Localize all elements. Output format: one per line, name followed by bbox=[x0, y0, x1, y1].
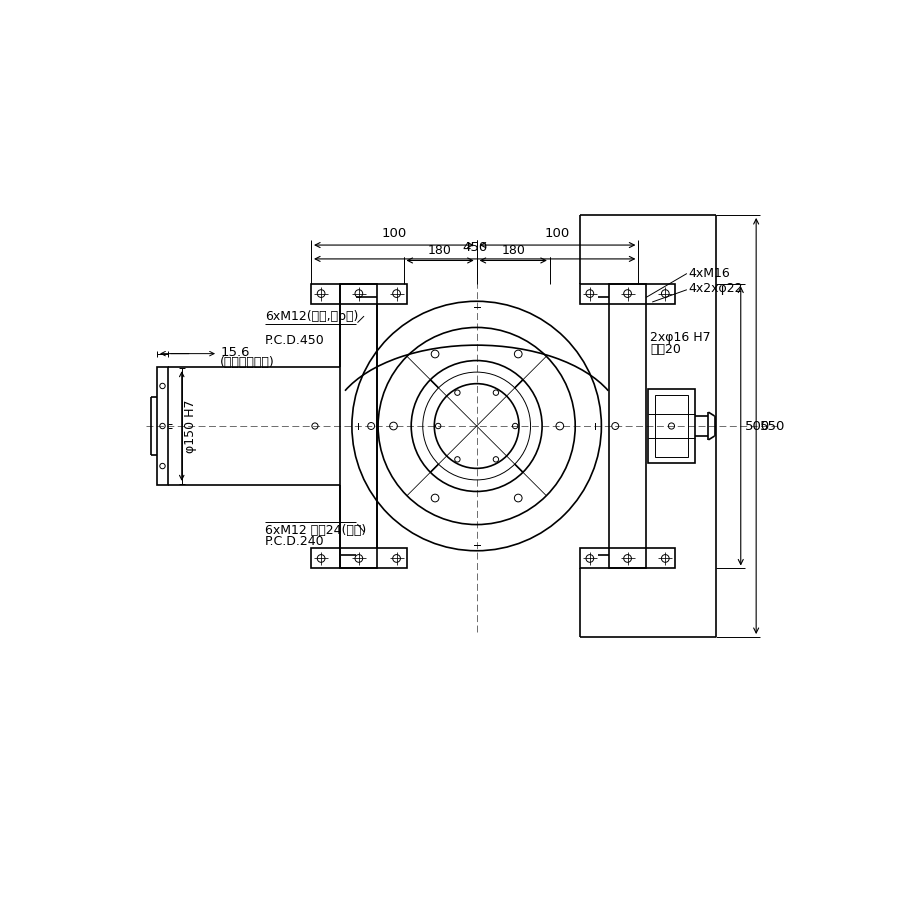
Bar bbox=[648, 389, 695, 463]
Text: 100: 100 bbox=[544, 228, 570, 240]
Text: 4xM16: 4xM16 bbox=[688, 267, 730, 280]
Bar bbox=[580, 284, 675, 303]
Bar bbox=[311, 548, 407, 569]
Text: 450: 450 bbox=[462, 241, 488, 255]
Text: P.C.D.450: P.C.D.450 bbox=[265, 334, 325, 346]
Text: 100: 100 bbox=[382, 228, 407, 240]
Bar bbox=[340, 284, 377, 569]
Text: (インロー深さ): (インロー深さ) bbox=[220, 356, 275, 369]
Text: P.C.D.240: P.C.D.240 bbox=[265, 536, 325, 548]
Bar bbox=[311, 284, 407, 303]
Text: 180: 180 bbox=[428, 244, 452, 256]
Text: 15.6: 15.6 bbox=[220, 346, 249, 358]
Text: 4x2xφ22: 4x2xφ22 bbox=[688, 282, 742, 294]
Text: φ150 H7: φ150 H7 bbox=[184, 400, 197, 453]
Text: 6xM12 深さ24(等配): 6xM12 深さ24(等配) bbox=[265, 524, 366, 536]
Text: 550: 550 bbox=[760, 419, 786, 433]
Bar bbox=[609, 284, 646, 569]
Text: 2xφ16 H7: 2xφ16 H7 bbox=[650, 331, 710, 344]
Bar bbox=[158, 367, 168, 484]
Text: 180: 180 bbox=[501, 244, 526, 256]
Text: 深さ20: 深さ20 bbox=[650, 343, 680, 356]
Bar bbox=[580, 548, 675, 569]
Text: 6xM12(等配,㛺b通): 6xM12(等配,㛺b通) bbox=[265, 310, 358, 323]
Text: 500: 500 bbox=[744, 419, 770, 433]
Bar bbox=[654, 395, 688, 457]
